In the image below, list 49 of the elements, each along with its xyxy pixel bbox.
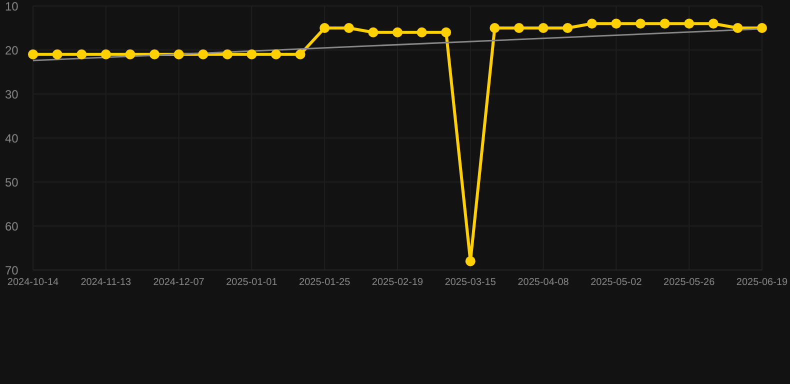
point [198,49,208,60]
point [514,23,524,33]
x-tick-label: 2025-02-19 [372,277,424,288]
point [125,49,136,60]
point [150,49,160,60]
point [684,18,694,29]
y-tick-label: 60 [5,219,19,234]
y-tick-label: 10 [5,0,19,14]
x-tick-label: 2025-01-25 [299,277,351,288]
point [100,49,111,60]
point [174,49,184,60]
point [490,23,500,33]
point [392,27,402,38]
point [636,18,646,29]
y-tick-label: 50 [5,175,19,190]
y-tick-label: 40 [5,131,19,146]
point [660,18,670,29]
x-tick-label: 2025-04-08 [518,277,570,288]
x-tick-label: 2025-03-15 [444,277,496,288]
x-tick-label: 2025-05-02 [590,277,642,288]
point [708,18,718,29]
point [320,23,330,33]
x-tick-label: 2024-11-13 [80,277,132,288]
point [416,27,427,38]
point [295,49,306,60]
point [28,49,38,60]
y-tick-label: 70 [5,263,19,278]
x-tick-label: 2025-06-19 [736,277,788,288]
point [344,23,354,33]
point [222,49,232,60]
point [757,23,767,33]
point [586,18,597,29]
point [246,49,257,60]
point [538,23,548,33]
x-tick-label: 2025-01-01 [226,277,278,288]
point [732,23,743,33]
point [271,49,281,60]
x-tick-label: 2024-10-14 [7,277,60,288]
point [441,27,452,38]
point [465,256,476,266]
point [52,49,62,60]
point [76,49,87,60]
point [368,27,378,38]
y-tick-label: 20 [5,43,19,58]
point [562,23,573,33]
x-tick-label: 2024-12-07 [153,277,205,288]
y-tick-label: 30 [5,87,19,102]
x-tick-label: 2025-05-26 [664,277,716,288]
point [611,18,622,29]
